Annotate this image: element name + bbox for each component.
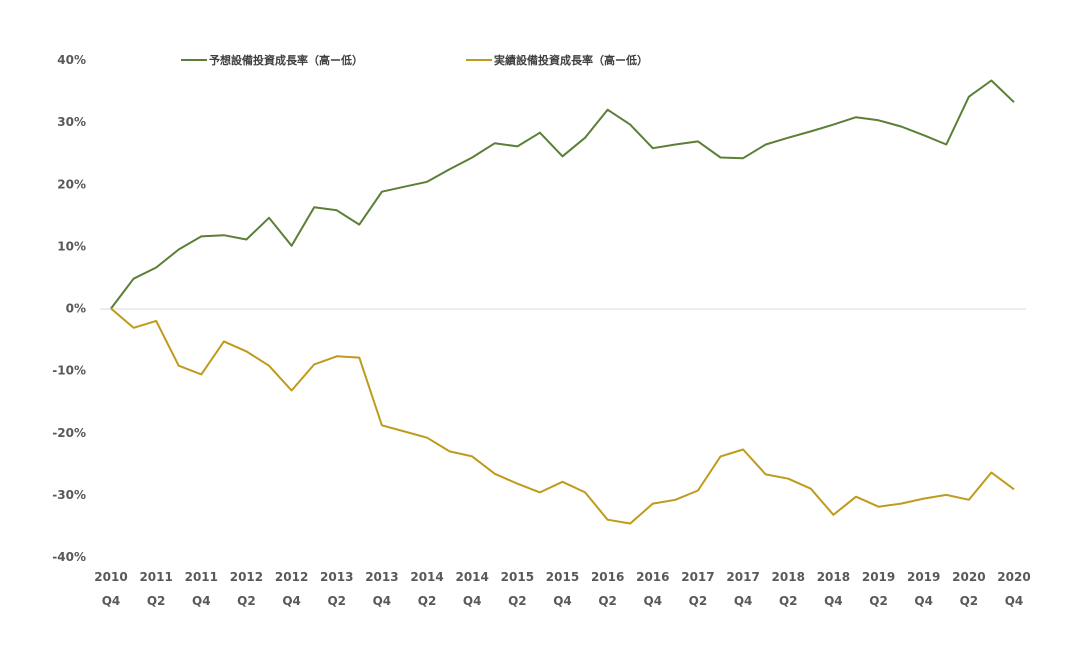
x-tick-label-year: 2014 (410, 570, 443, 584)
legend-label: 実績設備投資成長率（高ー低） (494, 53, 648, 67)
x-tick-label-quarter: Q2 (147, 594, 166, 608)
x-tick-label-quarter: Q4 (734, 594, 753, 608)
x-tick-label-year: 2019 (862, 570, 895, 584)
x-tick-label-quarter: Q4 (1005, 594, 1024, 608)
x-axis: 2010 Q4 2011 Q2 2011 Q4 2012 Q2 2012 Q4 2013 Q2 2013… (94, 570, 1030, 608)
y-tick-label: -10% (52, 364, 86, 378)
y-tick-label: -30% (52, 488, 86, 502)
x-tick-label-quarter: Q2 (508, 594, 527, 608)
x-tick-label-year: 2013 (320, 570, 353, 584)
x-tick-label-year: 2012 (230, 570, 263, 584)
x-tick-label-quarter: Q4 (824, 594, 843, 608)
x-tick-label-year: 2010 (94, 570, 127, 584)
legend: 予想設備投資成長率（高ー低） 実績設備投資成長率（高ー低） (181, 53, 648, 67)
x-tick-label-quarter: Q4 (282, 594, 301, 608)
x-tick-label-quarter: Q2 (689, 594, 708, 608)
y-tick-label: 20% (57, 177, 86, 191)
x-tick-label-quarter: Q4 (553, 594, 572, 608)
x-tick-label-quarter: Q4 (463, 594, 482, 608)
y-tick-label: 10% (57, 239, 86, 253)
x-tick-label-quarter: Q2 (327, 594, 346, 608)
x-tick-label-year: 2015 (546, 570, 579, 584)
x-tick-label-quarter: Q2 (779, 594, 798, 608)
x-tick-label-quarter: Q4 (914, 594, 933, 608)
x-tick-label-quarter: Q2 (418, 594, 437, 608)
x-tick-label-year: 2013 (365, 570, 398, 584)
x-tick-label-quarter: Q4 (102, 594, 121, 608)
y-tick-label: 40% (57, 53, 86, 67)
y-tick-label: 30% (57, 115, 86, 129)
x-tick-label-year: 2019 (907, 570, 940, 584)
x-tick-label-year: 2016 (591, 570, 624, 584)
y-tick-label: -40% (52, 550, 86, 564)
series-line-1 (110, 307, 1015, 525)
x-tick-label-quarter: Q4 (373, 594, 392, 608)
x-tick-label-year: 2011 (139, 570, 172, 584)
series-line-0 (110, 79, 1015, 310)
x-tick-label-year: 2012 (275, 570, 308, 584)
x-tick-label-year: 2016 (636, 570, 669, 584)
x-tick-label-quarter: Q2 (237, 594, 256, 608)
x-tick-label-year: 2017 (681, 570, 714, 584)
x-tick-label-year: 2020 (997, 570, 1030, 584)
x-tick-label-year: 2020 (952, 570, 985, 584)
x-tick-label-year: 2018 (817, 570, 850, 584)
x-tick-label-year: 2011 (185, 570, 218, 584)
series-lines (110, 79, 1015, 525)
x-tick-label-year: 2017 (726, 570, 759, 584)
x-tick-label-quarter: Q4 (192, 594, 211, 608)
x-tick-label-quarter: Q4 (644, 594, 663, 608)
legend-label: 予想設備投資成長率（高ー低） (209, 53, 363, 67)
x-tick-label-quarter: Q2 (869, 594, 888, 608)
x-tick-label-year: 2018 (772, 570, 805, 584)
y-axis: 40% 30% 20% 10% 0% -10% -20% -30% -40% (52, 53, 86, 564)
y-tick-label: 0% (66, 302, 86, 316)
x-tick-label-quarter: Q2 (598, 594, 617, 608)
x-tick-label-quarter: Q2 (960, 594, 979, 608)
x-tick-label-year: 2014 (455, 570, 488, 584)
y-tick-label: -20% (52, 426, 86, 440)
x-tick-label-year: 2015 (501, 570, 534, 584)
